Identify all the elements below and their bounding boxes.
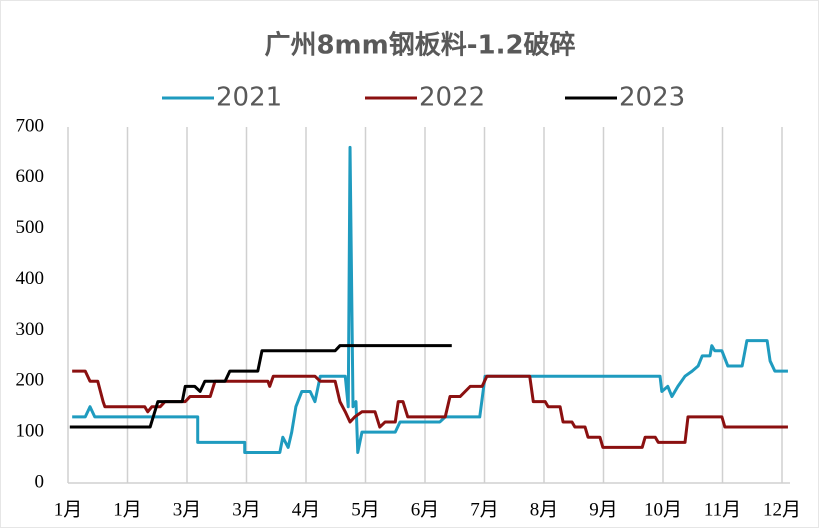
y-tick-label: 600 (16, 166, 45, 187)
line-series (72, 145, 788, 454)
chart-title: 广州8mm钢板料-1.2破碎 (264, 31, 575, 61)
line-series (69, 344, 452, 429)
x-tick-label: 6月 (411, 499, 440, 520)
y-tick-label: 300 (16, 319, 45, 340)
y-tick-label: 100 (16, 421, 45, 442)
y-tick-label: 0 (35, 471, 45, 492)
legend-label: 2022 (419, 83, 485, 113)
x-tick-label: 1月 (113, 499, 142, 520)
x-tick-label: 12月 (763, 499, 801, 520)
x-tick-label: 5月 (351, 499, 380, 520)
y-tick-label: 700 (16, 115, 45, 136)
x-tick-label: 4月 (292, 499, 321, 520)
x-tick-label: 3月 (173, 499, 202, 520)
x-tick-label: 11月 (704, 499, 741, 520)
legend-label: 2021 (216, 83, 282, 113)
y-tick-label: 500 (16, 217, 45, 238)
x-tick-label: 7月 (470, 499, 499, 520)
y-tick-label: 400 (16, 268, 45, 289)
x-tick-label: 8月 (530, 499, 559, 520)
x-tick-label: 3月 (232, 499, 261, 520)
legend-label: 2023 (619, 83, 685, 113)
x-tick-label: 1月 (54, 499, 83, 520)
x-tick-label: 10月 (644, 499, 682, 520)
x-tick-label: 9月 (589, 499, 618, 520)
y-tick-label: 200 (16, 370, 45, 391)
